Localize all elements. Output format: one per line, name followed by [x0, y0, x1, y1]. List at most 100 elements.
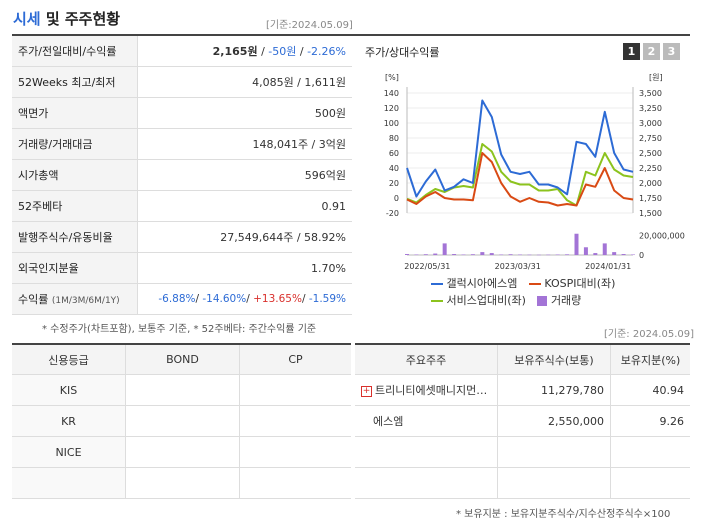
quote-value: 596억원 [137, 159, 352, 191]
holder-pct: 9.26 [610, 405, 690, 437]
quote-value: 148,041주 / 3억원 [137, 128, 352, 160]
chart-legend: 갤럭시아에스엠 KOSPI대비(좌) 서비스업대비(좌) 거래량 [431, 275, 686, 309]
right-tick-label: 3,000 [639, 119, 662, 128]
table-row: NICE [12, 436, 351, 468]
holder-pct [610, 467, 690, 499]
holder-shares: 11,279,780 [497, 374, 611, 406]
right-tick-label: 3,500 [639, 89, 662, 98]
returns-label-period: (1M/3M/6M/1Y) [51, 296, 120, 306]
volume-bar [423, 254, 428, 255]
x-tick-label: 2023/03/31 [495, 262, 541, 271]
credit-agency: KIS [12, 374, 126, 406]
legend-item-service: 서비스업대비(좌) [446, 294, 526, 307]
holders-header: 보유지분(%) [610, 345, 690, 375]
volume-bar [565, 254, 570, 255]
volume-bar [433, 253, 438, 255]
holders-header: 보유주식수(보통) [497, 345, 611, 375]
series-line-kospi [406, 152, 634, 207]
right-tick-label: 2,250 [639, 164, 662, 173]
return-1y: -1.59% [308, 293, 346, 305]
volume-bar [621, 254, 626, 255]
volume-tick-label: 0 [639, 251, 644, 260]
credit-bond [125, 467, 240, 499]
volume-bar [452, 254, 457, 255]
volume-bar [405, 254, 409, 255]
right-tick-label: 1,500 [639, 209, 662, 218]
holder-name: 에스엠 [355, 405, 498, 437]
left-unit-label: [%] [385, 73, 399, 82]
volume-bar [461, 254, 466, 256]
left-tick-label: 120 [384, 104, 399, 113]
quote-row-par: 액면가 500원 [12, 97, 352, 129]
price-value: 2,165원 [212, 45, 258, 58]
quote-row-52w: 52Weeks 최고/최저 4,085원 / 1,611원 [12, 66, 352, 98]
legend-swatch [431, 300, 443, 302]
credit-agency [12, 467, 126, 499]
volume-bar [470, 254, 475, 255]
legend-swatch [537, 296, 548, 306]
table-row [12, 467, 351, 499]
left-tick-label: 40 [389, 164, 399, 173]
table-row: 에스엠 2,550,000 9.26 [355, 405, 690, 437]
credit-table: 신용등급 BOND CP KIS KR NICE [12, 345, 351, 499]
quote-row-returns: 수익률 (1M/3M/6M/1Y) -6.88%/ -14.60%/ +13.6… [12, 283, 352, 315]
quote-label: 52주베타 [12, 190, 138, 222]
volume-bar [508, 254, 513, 255]
credit-agency: KR [12, 405, 126, 437]
return-1m: -6.88% [158, 293, 196, 305]
quote-row-mcap: 시가총액 596억원 [12, 159, 352, 191]
left-tick-label: 20 [389, 179, 399, 188]
volume-bar [574, 233, 579, 255]
credit-bond [125, 374, 240, 406]
table-row [355, 467, 690, 499]
return-6m: +13.65% [253, 293, 302, 305]
credit-cp [239, 374, 351, 406]
quote-label: 주가/전일대비/수익률 [12, 36, 138, 67]
credit-divider [12, 343, 351, 345]
legend-swatch [528, 283, 541, 285]
chart-button-2[interactable]: 2 [643, 43, 660, 60]
separator: / [246, 293, 254, 305]
quote-label: 발행주식수/유동비율 [12, 221, 138, 253]
expand-plus-icon[interactable]: + [361, 385, 372, 397]
volume-bar [518, 254, 522, 256]
series-line-samsung [406, 99, 634, 198]
quote-label: 52Weeks 최고/최저 [12, 66, 138, 98]
chart-button-1[interactable]: 1 [623, 43, 640, 60]
holder-shares: 2,550,000 [497, 405, 611, 437]
right-tick-label: 2,500 [639, 149, 662, 158]
price-chart: [%] [원] 140 120 100 80 60 40 20 0 -20 3,500 3,250… [384, 73, 685, 271]
holder-name [355, 436, 498, 468]
holder-pct: 40.94 [610, 374, 690, 406]
volume-bar [555, 254, 560, 256]
quote-label: 외국인지분율 [12, 252, 138, 284]
volume-bar [499, 254, 504, 256]
series-line-service [406, 143, 634, 207]
separator: / [257, 45, 269, 58]
table-row: + 트리니티에셋매니지먼… 11,279,780 40.94 [355, 374, 690, 406]
title-rest: 및 주주현황 [40, 10, 121, 28]
holder-name[interactable]: 트리니티에셋매니지먼… [375, 384, 488, 397]
legend-item-volume: 거래량 [550, 294, 582, 307]
credit-cp [239, 405, 351, 437]
holder-shares [497, 436, 611, 468]
left-tick-label: 0 [394, 194, 399, 203]
chart-button-3[interactable]: 3 [663, 43, 680, 60]
legend-item-samsung: 갤럭시아에스엠 [446, 277, 518, 290]
left-tick-label: 140 [384, 89, 399, 98]
legend-item-kospi: KOSPI대비(좌) [544, 277, 616, 290]
quote-label: 시가총액 [12, 159, 138, 191]
separator: / [296, 45, 308, 58]
right-unit-label: [원] [649, 73, 663, 82]
credit-bond [125, 436, 240, 468]
left-tick-label: 80 [389, 134, 399, 143]
quote-value: 1.70% [137, 252, 352, 284]
volume-bar [414, 254, 419, 256]
table-row: KR [12, 405, 351, 437]
left-tick-label: -20 [386, 209, 399, 218]
quote-label: 액면가 [12, 97, 138, 129]
separator: / [301, 293, 309, 305]
volume-bar [546, 254, 551, 256]
